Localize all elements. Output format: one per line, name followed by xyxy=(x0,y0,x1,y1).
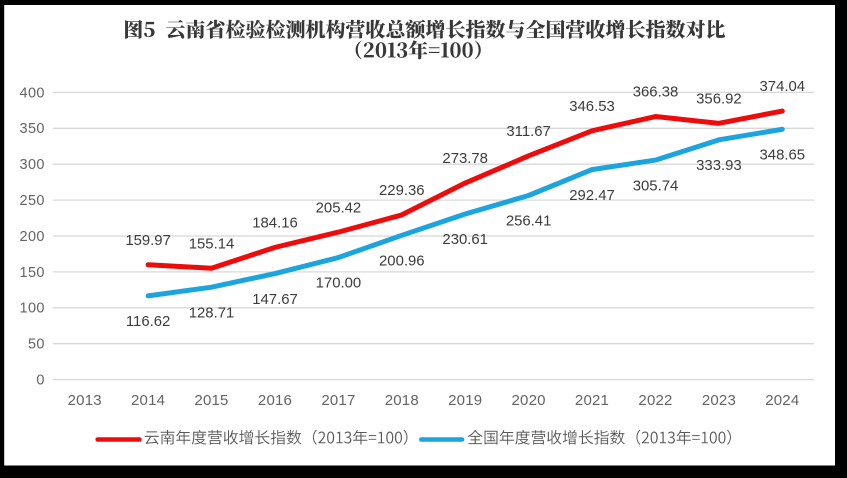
svg-text:0: 0 xyxy=(36,373,44,389)
svg-text:2024: 2024 xyxy=(765,392,799,409)
svg-text:273.78: 273.78 xyxy=(442,151,488,167)
svg-text:116.62: 116.62 xyxy=(126,314,170,330)
svg-text:400: 400 xyxy=(19,85,44,101)
svg-text:305.74: 305.74 xyxy=(633,178,679,194)
svg-text:230.61: 230.61 xyxy=(442,232,488,248)
svg-text:2015: 2015 xyxy=(194,392,228,409)
svg-text:348.65: 348.65 xyxy=(760,148,806,164)
svg-text:374.04: 374.04 xyxy=(760,79,806,95)
svg-text:150: 150 xyxy=(19,265,44,281)
svg-text:333.93: 333.93 xyxy=(696,158,742,174)
svg-text:184.16: 184.16 xyxy=(252,216,298,232)
svg-text:50: 50 xyxy=(28,337,45,353)
svg-text:300: 300 xyxy=(19,157,44,173)
svg-text:2022: 2022 xyxy=(638,392,672,409)
svg-text:200.96: 200.96 xyxy=(379,254,425,270)
svg-text:147.67: 147.67 xyxy=(252,292,298,308)
svg-text:2023: 2023 xyxy=(702,392,736,409)
svg-text:170.00: 170.00 xyxy=(316,276,362,292)
svg-text:229.36: 229.36 xyxy=(379,183,425,199)
svg-text:100: 100 xyxy=(19,301,44,317)
svg-text:2019: 2019 xyxy=(448,392,482,409)
svg-text:350: 350 xyxy=(19,121,44,137)
svg-text:128.71: 128.71 xyxy=(189,305,235,321)
svg-text:346.53: 346.53 xyxy=(569,99,615,115)
svg-text:155.14: 155.14 xyxy=(189,236,235,252)
svg-text:250: 250 xyxy=(19,193,44,209)
svg-text:200: 200 xyxy=(19,229,44,245)
svg-text:256.41: 256.41 xyxy=(506,214,552,230)
svg-text:311.67: 311.67 xyxy=(506,124,550,140)
svg-text:356.92: 356.92 xyxy=(696,92,742,108)
svg-text:292.47: 292.47 xyxy=(569,188,615,204)
svg-text:2021: 2021 xyxy=(575,392,609,409)
svg-text:2020: 2020 xyxy=(512,392,546,409)
svg-text:205.42: 205.42 xyxy=(316,200,362,216)
svg-text:2017: 2017 xyxy=(321,392,355,409)
svg-text:2014: 2014 xyxy=(131,392,165,409)
svg-text:2018: 2018 xyxy=(385,392,419,409)
svg-text:2016: 2016 xyxy=(258,392,292,409)
svg-text:366.38: 366.38 xyxy=(633,85,679,101)
svg-text:2013: 2013 xyxy=(68,392,102,409)
svg-text:159.97: 159.97 xyxy=(125,233,171,249)
